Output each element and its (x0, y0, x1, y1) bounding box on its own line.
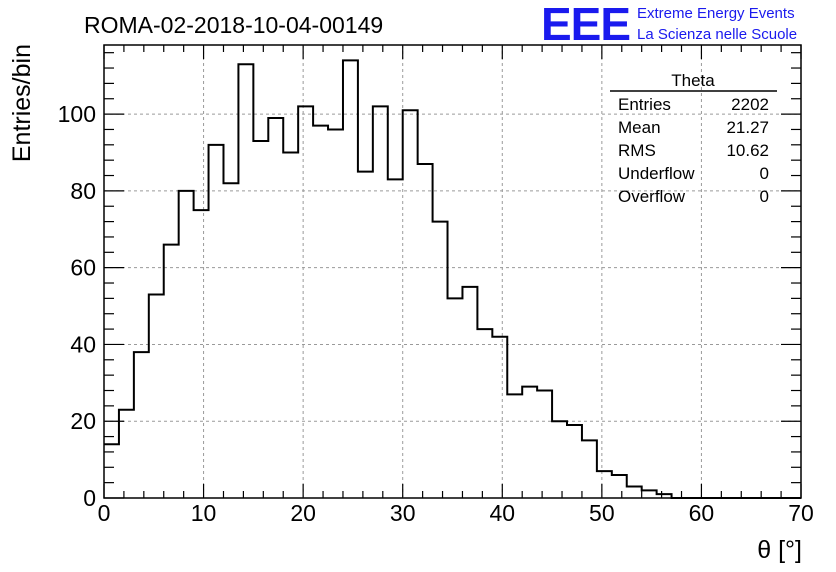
histogram-bin (462, 287, 477, 498)
histogram-bin (358, 172, 373, 498)
histogram-bin (507, 394, 522, 498)
histogram-bin (373, 106, 388, 498)
histogram-bin (627, 486, 642, 498)
histogram-bin (552, 421, 567, 498)
eee-logo-text: EEE (541, 0, 630, 50)
histogram-bin (149, 295, 164, 498)
histogram-bin (134, 352, 149, 498)
histogram-bin (477, 329, 492, 498)
y-tick-label: 100 (58, 101, 96, 127)
histogram-bin (223, 183, 238, 498)
histogram-bin (388, 179, 403, 498)
stats-box: Theta Entries 2202 Mean 21.27 RMS 10.62 … (610, 71, 777, 206)
x-tick-label: 10 (191, 500, 217, 526)
histogram-bin (283, 152, 298, 498)
y-axis-label: Entries/bin (8, 44, 36, 162)
stats-value-entries: 2202 (731, 95, 769, 114)
histogram-bin (179, 191, 194, 498)
stats-label-underflow: Underflow (618, 164, 695, 183)
y-tick-label: 40 (70, 331, 96, 357)
tick-labels-layer: 0 10 20 30 40 50 60 70 0 20 40 60 80 100 (58, 101, 814, 526)
x-tick-label: 60 (689, 500, 715, 526)
x-tick-label: 40 (489, 500, 515, 526)
run-title: ROMA-02-2018-10-04-00149 (84, 12, 383, 38)
histogram-bin (597, 471, 612, 498)
histogram-bin (492, 337, 507, 498)
x-tick-label: 20 (290, 500, 316, 526)
y-tick-label: 20 (70, 408, 96, 434)
x-tick-label: 30 (390, 500, 416, 526)
histogram-bin (567, 425, 582, 498)
histogram-bin (238, 64, 253, 498)
histogram-bin (313, 126, 328, 498)
histogram-bin (164, 245, 179, 498)
stats-value-rms: 10.62 (726, 141, 769, 160)
histogram-bin (194, 210, 209, 498)
stats-value-overflow: 0 (760, 187, 769, 206)
stats-label-overflow: Overflow (618, 187, 686, 206)
y-tick-label: 60 (70, 255, 96, 281)
eee-logo: EEE Extreme Energy Events La Scienza nel… (541, 0, 797, 50)
histogram-layer (104, 59, 801, 499)
histogram-bin (403, 110, 418, 498)
x-axis-label: θ [°] (757, 536, 802, 564)
histogram-bin (343, 60, 358, 498)
ticks-layer (103, 45, 802, 499)
project-name-line1: Extreme Energy Events (637, 5, 795, 22)
x-tick-label: 0 (98, 500, 111, 526)
histogram-bin (418, 164, 433, 498)
histogram-bin (209, 145, 224, 498)
histogram-bin (612, 475, 627, 498)
histogram-bin (268, 118, 283, 498)
stats-value-underflow: 0 (760, 164, 769, 183)
y-tick-label: 0 (83, 485, 96, 511)
histogram-bin (448, 298, 463, 498)
histogram-bin (642, 490, 657, 498)
histogram-bin (433, 222, 448, 498)
stats-label-mean: Mean (618, 118, 661, 137)
project-name-line2: La Scienza nelle Scuole (637, 26, 797, 43)
x-tick-label: 70 (788, 500, 814, 526)
histogram-bin (328, 129, 343, 498)
histogram-bin (298, 106, 313, 498)
stats-title: Theta (671, 71, 715, 90)
histogram-bin (537, 391, 552, 498)
histogram-bin (253, 141, 268, 498)
stats-value-mean: 21.27 (726, 118, 769, 137)
x-tick-label: 50 (589, 500, 615, 526)
histogram-bin (522, 387, 537, 498)
y-tick-label: 80 (70, 178, 96, 204)
plot-frame (103, 44, 802, 499)
histogram-bin (119, 410, 134, 498)
stats-label-entries: Entries (618, 95, 671, 114)
stats-label-rms: RMS (618, 141, 656, 160)
histogram-bin (582, 440, 597, 498)
grid-layer (104, 45, 801, 498)
histogram-outline (104, 59, 801, 499)
